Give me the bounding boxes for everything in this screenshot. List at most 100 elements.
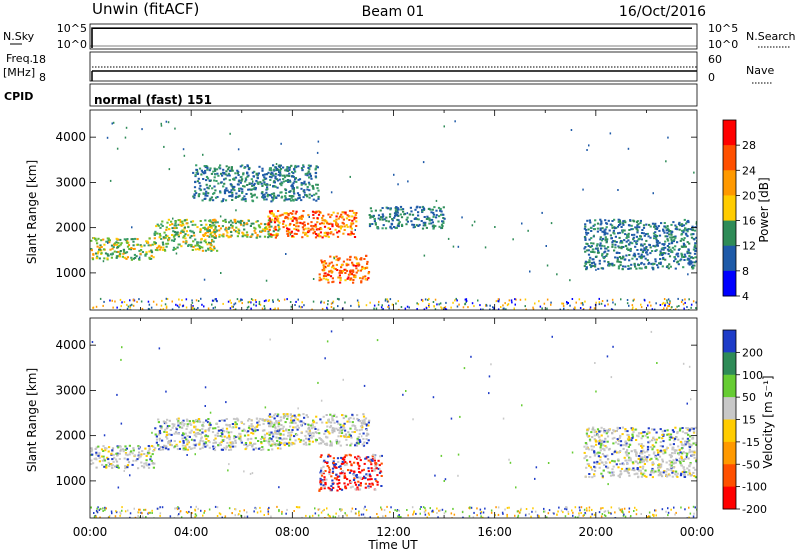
data-cell <box>633 473 636 476</box>
data-cell <box>312 435 315 438</box>
data-cell <box>673 248 676 251</box>
data-cell <box>638 255 641 258</box>
data-cell <box>599 242 602 245</box>
data-cell <box>663 470 666 473</box>
data-cell <box>662 440 665 443</box>
data-cell <box>646 436 649 439</box>
data-cell <box>269 184 271 186</box>
data-cell <box>201 246 204 249</box>
data-cell <box>367 456 370 459</box>
data-cell <box>677 248 680 251</box>
data-cell <box>588 475 591 478</box>
data-cell <box>343 474 346 477</box>
data-cell <box>618 476 621 479</box>
data-cell <box>209 220 212 223</box>
data-cell <box>140 461 143 464</box>
data-cell <box>294 439 297 442</box>
data-cell <box>621 241 624 244</box>
data-cell <box>263 436 267 439</box>
data-cell <box>199 189 202 192</box>
data-cell <box>327 466 331 469</box>
data-cell <box>315 199 318 202</box>
data-cell <box>648 223 651 226</box>
data-cell <box>596 251 600 254</box>
data-cell <box>411 223 414 226</box>
data-cell <box>525 308 527 310</box>
data-cell <box>358 429 361 432</box>
data-cell <box>590 245 593 248</box>
data-cell <box>599 456 602 459</box>
data-cell <box>680 443 683 446</box>
data-cell <box>333 421 336 424</box>
data-cell <box>675 457 678 460</box>
data-cell <box>607 261 610 263</box>
data-cell <box>263 300 266 303</box>
data-cell <box>604 236 607 239</box>
data-cell <box>438 215 441 218</box>
data-cell <box>658 229 661 232</box>
data-cell <box>339 465 342 468</box>
data-cell <box>668 303 671 306</box>
data-cell <box>343 458 346 461</box>
data-cell <box>595 462 599 465</box>
data-cell <box>273 221 277 224</box>
data-cell <box>345 415 348 418</box>
data-cell <box>277 420 281 422</box>
data-cell <box>442 217 445 219</box>
data-cell <box>185 511 188 513</box>
data-cell <box>234 423 237 426</box>
data-cell <box>112 121 115 124</box>
data-cell <box>396 207 399 210</box>
data-cell <box>125 126 128 129</box>
data-cell <box>116 147 119 150</box>
data-cell <box>336 420 339 423</box>
data-cell <box>220 435 223 438</box>
data-cell <box>291 419 295 422</box>
data-cell <box>599 446 602 449</box>
data-cell <box>380 475 383 477</box>
data-cell <box>306 172 309 175</box>
data-cell <box>229 132 231 135</box>
data-cell <box>249 188 253 191</box>
colorbar-swatch <box>723 220 736 247</box>
data-cell <box>322 480 325 483</box>
data-cell <box>633 240 636 243</box>
data-cell <box>309 433 312 436</box>
data-cell <box>122 450 125 453</box>
data-cell <box>648 440 651 443</box>
data-cell <box>664 235 667 238</box>
data-cell <box>308 173 311 176</box>
data-cell <box>639 222 642 224</box>
data-cell <box>640 443 643 445</box>
data-cell <box>306 188 309 191</box>
data-cell <box>381 213 384 216</box>
data-cell <box>224 199 228 202</box>
data-cell <box>201 171 204 174</box>
data-cell <box>329 413 332 416</box>
data-cell <box>546 307 548 310</box>
data-cell <box>592 224 595 227</box>
data-cell <box>352 479 356 481</box>
data-cell <box>221 419 224 422</box>
data-cell <box>203 165 206 167</box>
data-cell <box>150 254 153 257</box>
data-cell <box>164 428 167 431</box>
data-cell <box>663 225 666 228</box>
data-cell <box>637 252 640 255</box>
data-cell <box>666 301 669 304</box>
data-cell <box>593 475 596 478</box>
data-cell <box>560 509 563 512</box>
data-cell <box>354 481 357 484</box>
nsky-label: N.Sky <box>3 30 35 43</box>
data-cell <box>556 513 558 516</box>
data-cell <box>343 225 346 228</box>
data-cell <box>377 217 380 220</box>
data-cell <box>585 466 588 469</box>
data-cell <box>207 226 210 229</box>
data-cell <box>269 220 272 223</box>
data-cell <box>302 164 305 167</box>
data-cell <box>585 231 588 234</box>
data-cell <box>252 299 254 301</box>
data-cell <box>613 436 616 439</box>
data-cell <box>269 444 273 447</box>
